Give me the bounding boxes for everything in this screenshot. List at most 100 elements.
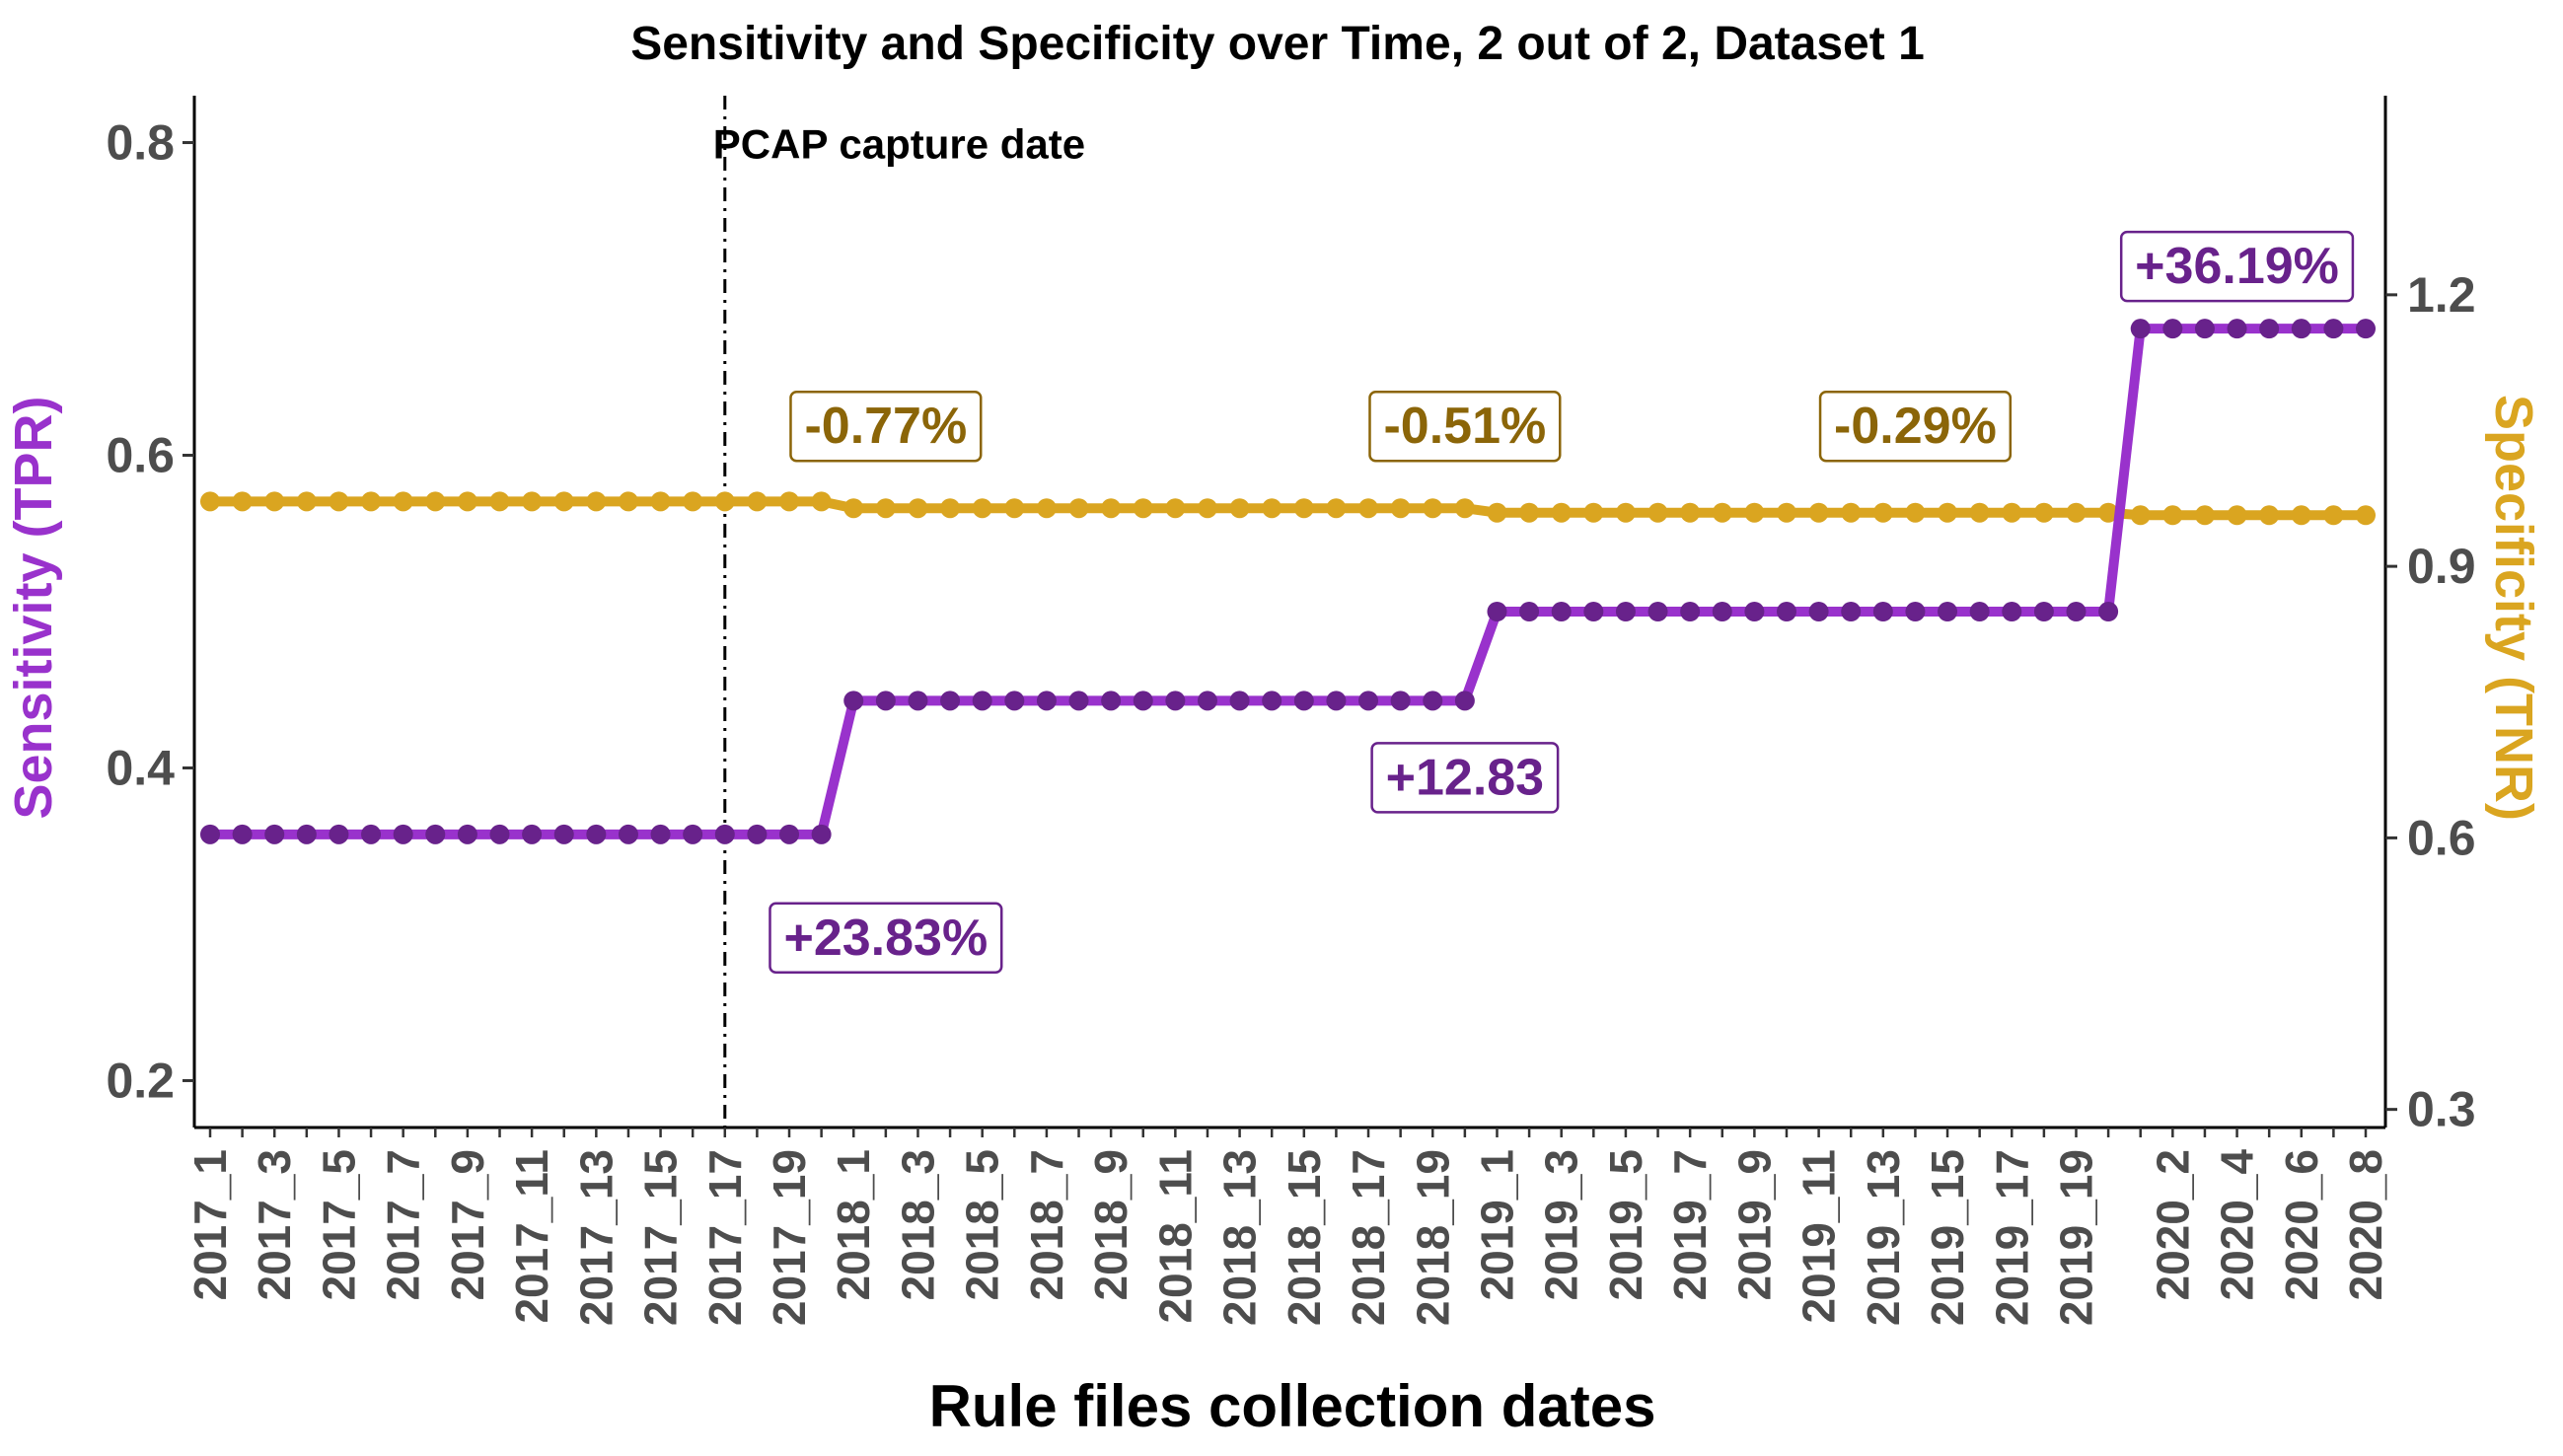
- series-point: [1841, 602, 1862, 621]
- series-point: [232, 824, 253, 844]
- x-tick-label: 2018_7: [1021, 1149, 1072, 1301]
- series-point: [393, 824, 413, 844]
- left-y-tick-label: 0.6: [106, 428, 175, 483]
- annotation-text: +12.83: [1386, 749, 1545, 806]
- x-tick-label: 2017_3: [249, 1149, 300, 1301]
- series-point: [683, 491, 703, 512]
- y-tick-labels: 0.2 0.4 0.6 0.8 0.3 0.6 0.9 1.2: [106, 115, 2475, 1137]
- x-tick-label: 2019_15: [1922, 1149, 1973, 1326]
- series-point: [1648, 502, 1668, 523]
- series-point: [2323, 505, 2344, 526]
- x-tick-label: 2020_4: [2212, 1149, 2263, 1301]
- series-point: [2002, 602, 2022, 621]
- series-point: [1133, 691, 1153, 711]
- series-point: [586, 824, 607, 844]
- axes: [183, 96, 2397, 1137]
- annotation-box: [769, 902, 1003, 975]
- x-tick-label: 2017_13: [570, 1149, 622, 1326]
- x-tick-label: 2017_15: [635, 1149, 687, 1326]
- annotation-box: [1370, 742, 1560, 814]
- series-point: [1583, 602, 1604, 621]
- series-point: [2098, 502, 2119, 523]
- series-point: [811, 491, 832, 512]
- series-point: [2002, 502, 2022, 523]
- x-tick-label: 2017_11: [506, 1149, 557, 1324]
- series-point: [296, 824, 317, 844]
- pcap-vline-group: PCAP capture date: [713, 96, 1085, 1128]
- x-axis-label: Rule files collection dates: [929, 1373, 1656, 1439]
- series-point: [264, 824, 285, 844]
- series-point: [1712, 602, 1732, 621]
- series-point: [1326, 498, 1347, 519]
- series-point: [361, 824, 382, 844]
- series-point: [1358, 691, 1379, 711]
- series-point: [1551, 502, 1572, 523]
- series-point: [1068, 498, 1089, 519]
- series-point: [1326, 691, 1347, 711]
- annotation-label: +12.83: [1370, 742, 1560, 814]
- series-point: [1808, 502, 1829, 523]
- left-y-axis-label: Sensitivity (TPR): [4, 396, 63, 819]
- x-tick-label: 2017_9: [442, 1149, 493, 1301]
- annotation-box: [1368, 390, 1562, 463]
- series-point: [2227, 505, 2247, 526]
- series-point: [683, 824, 703, 844]
- x-tick-label: 2020_6: [2276, 1149, 2327, 1301]
- series-point: [1938, 502, 1958, 523]
- series-point: [2194, 319, 2215, 339]
- annotation-text: +36.19%: [2135, 238, 2339, 295]
- series-point: [1776, 502, 1796, 523]
- series-point: [522, 491, 543, 512]
- series-point: [553, 491, 574, 512]
- series-point: [1454, 691, 1475, 711]
- x-tick-label: 2019_9: [1728, 1149, 1780, 1301]
- x-tick-label: 2018_13: [1214, 1149, 1266, 1326]
- x-tick-label: 2017_5: [313, 1149, 364, 1301]
- annotation-box: [2119, 230, 2355, 303]
- series-point: [2356, 319, 2376, 339]
- series-point: [1390, 691, 1411, 711]
- specificity-series: [200, 491, 2376, 526]
- x-tick-label: 2018_17: [1343, 1149, 1394, 1326]
- series-point: [1293, 691, 1314, 711]
- series-point: [489, 824, 510, 844]
- series-point: [779, 491, 800, 512]
- series-point: [1615, 502, 1636, 523]
- series-point: [2130, 505, 2151, 526]
- series-point: [714, 491, 735, 512]
- series-point: [264, 491, 285, 512]
- left-y-tick-label: 0.4: [106, 740, 175, 795]
- series-point: [1423, 498, 1443, 519]
- series-point: [2356, 505, 2376, 526]
- series-point: [714, 824, 735, 844]
- series-point: [232, 491, 253, 512]
- series-point: [1487, 502, 1507, 523]
- series-point: [1872, 602, 1893, 621]
- series-point: [2098, 602, 2119, 621]
- chart-title: Sensitivity and Specificity over Time, 2…: [630, 18, 1925, 70]
- series-point: [875, 691, 896, 711]
- series-point: [329, 824, 349, 844]
- series-point: [1423, 691, 1443, 711]
- annotation-text: +23.83%: [783, 910, 988, 967]
- left-y-tick-label: 0.2: [106, 1053, 175, 1108]
- left-y-tick-label: 0.8: [106, 115, 175, 171]
- series-point: [747, 491, 768, 512]
- series-point: [618, 824, 638, 844]
- series-point: [1165, 498, 1186, 519]
- series-point: [908, 498, 928, 519]
- annotation-text: -0.77%: [804, 398, 967, 455]
- series-point: [1197, 691, 1217, 711]
- series-point: [200, 824, 220, 844]
- series-point: [2323, 319, 2344, 339]
- series-point: [425, 824, 446, 844]
- series-point: [618, 491, 638, 512]
- annotation-label: -0.77%: [789, 390, 983, 463]
- x-tick-labels: 2017_1 2017_3 2017_5 2017_7 2017_9 2017_11 201…: [184, 1149, 2391, 1327]
- series-point: [2194, 505, 2215, 526]
- series-point: [1808, 602, 1829, 621]
- pcap-vline-label: PCAP capture date: [713, 120, 1085, 167]
- series-point: [1487, 602, 1507, 621]
- series-point: [1293, 498, 1314, 519]
- series-point: [811, 824, 832, 844]
